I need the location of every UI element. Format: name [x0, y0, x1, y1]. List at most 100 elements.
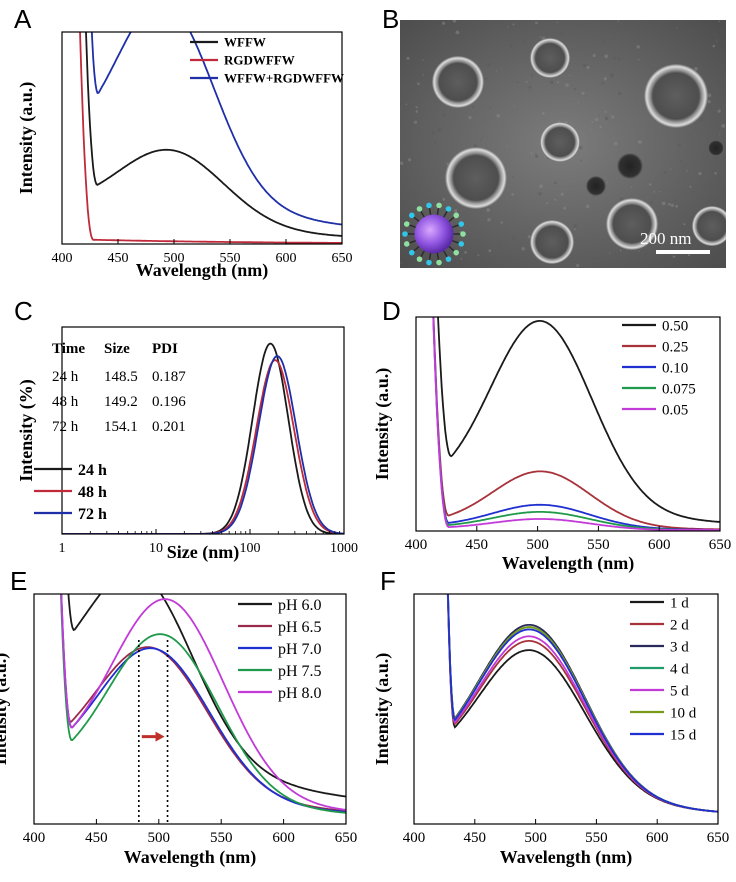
sem-grain: [619, 249, 622, 252]
sem-grain: [442, 21, 446, 25]
micelle-head: [460, 231, 466, 237]
sem-grain: [603, 77, 607, 81]
sem-grain: [585, 204, 590, 209]
sem-grain: [406, 103, 410, 107]
sem-grain: [486, 256, 488, 258]
legend-label: 3 d: [670, 639, 689, 655]
sem-grain: [400, 139, 402, 142]
sem-grain: [715, 38, 719, 43]
x-axis-label: Size (nm): [167, 542, 239, 563]
shift-arrow-head: [155, 731, 165, 742]
sem-grain: [698, 171, 702, 176]
micelle-head: [402, 231, 408, 237]
sem-grain: [422, 74, 424, 76]
micelle-head: [445, 206, 452, 212]
sem-grain: [581, 91, 585, 96]
x-tick-label: 1: [59, 541, 66, 556]
sem-grain: [494, 49, 497, 52]
table-cell: 72 h: [52, 419, 79, 435]
micelle-head: [458, 221, 465, 227]
sem-grain: [617, 57, 621, 61]
sem-grain: [579, 146, 583, 150]
sem-grain: [543, 155, 546, 157]
sem-grain: [638, 250, 640, 252]
sem-grain: [586, 65, 590, 70]
vesicle: [586, 176, 606, 196]
x-tick-label: 500: [164, 251, 185, 266]
sem-grain: [677, 143, 681, 147]
x-tick-label: 500: [148, 830, 171, 846]
sem-grain: [613, 56, 617, 60]
sem-grain: [400, 261, 403, 265]
sem-grain: [484, 77, 488, 81]
series-line-0-25: [432, 317, 720, 531]
x-tick-label: 600: [272, 830, 295, 846]
micelle-head: [408, 249, 415, 256]
vesicle: [692, 206, 726, 246]
series-line-15-d: [447, 594, 718, 813]
sem-grain: [496, 113, 501, 118]
plot-frame: [61, 31, 343, 245]
sem-grain: [436, 100, 438, 103]
sem-grain: [688, 254, 691, 257]
table-cell: 149.2: [104, 394, 138, 410]
micelle-head: [426, 202, 432, 209]
scale-bar-label: 200 nm: [640, 229, 691, 248]
sem-grain: [594, 117, 599, 122]
sem-grain: [487, 62, 491, 67]
sem-grain: [606, 181, 609, 184]
sem-grain: [432, 130, 436, 135]
y-axis-label: Intensity (a.u.): [16, 82, 37, 195]
sem-grain: [710, 99, 713, 102]
sem-grain: [694, 67, 698, 71]
sem-grain: [454, 28, 456, 30]
legend-label: 72 h: [78, 506, 107, 523]
x-tick-label: 400: [403, 830, 426, 846]
legend-label: pH 8.0: [278, 685, 322, 702]
sem-grain: [613, 37, 616, 41]
sem-grain: [514, 106, 516, 108]
series-group: [446, 594, 718, 813]
sem-grain: [489, 106, 491, 109]
x-tick-label: 650: [335, 830, 358, 846]
series-line-ph-7-5: [60, 594, 346, 814]
sem-grain: [577, 101, 580, 103]
sem-grain: [618, 91, 622, 96]
panel-label-f: F: [380, 566, 396, 596]
legend-label: 15 d: [670, 727, 697, 743]
sem-grain: [686, 169, 688, 172]
sem-grain: [420, 107, 422, 110]
table-cell: 0.196: [152, 394, 186, 410]
series-line-ph-8-0: [60, 594, 346, 811]
sem-image-panel: 200 nm: [400, 20, 726, 268]
y-axis-label: Intensity (a.u.): [372, 653, 393, 766]
sem-grain: [425, 54, 428, 57]
sem-grain: [538, 192, 542, 196]
legend-label: 10 d: [670, 705, 697, 721]
panel-label-a: A: [14, 4, 32, 34]
legend-label: 0.50: [662, 318, 688, 334]
sem-grain: [560, 31, 562, 34]
sem-grain: [554, 198, 557, 201]
x-tick-label: 450: [85, 830, 108, 846]
sem-grain: [404, 95, 408, 99]
micelle-head: [416, 206, 423, 212]
table-cell: 148.5: [104, 369, 138, 385]
sem-grain: [680, 160, 683, 163]
sem-grain: [528, 85, 532, 89]
sem-grain: [482, 136, 484, 139]
sem-grain: [676, 27, 678, 29]
micelle-head: [408, 212, 415, 219]
sem-grain: [573, 88, 577, 91]
vesicle: [432, 56, 484, 108]
sem-grain: [527, 235, 531, 239]
sem-grain: [535, 21, 538, 25]
sem-grain: [602, 40, 605, 43]
micelle-head: [458, 241, 465, 247]
series-line-ph-7-0: [60, 594, 346, 813]
table-cell: 0.201: [152, 419, 186, 435]
sem-grain: [402, 102, 406, 106]
sem-grain: [455, 30, 460, 35]
sem-grain: [670, 168, 672, 170]
series-line-wffw: [85, 32, 342, 237]
